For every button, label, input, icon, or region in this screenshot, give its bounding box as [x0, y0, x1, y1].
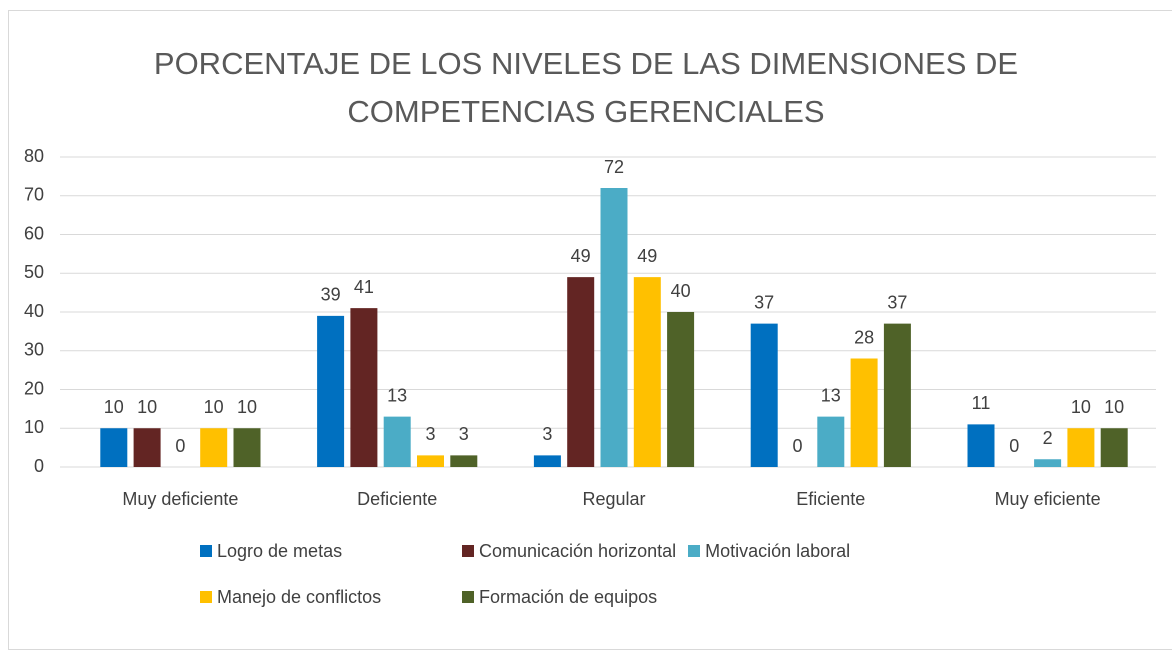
data-label: 3: [459, 424, 469, 444]
data-label: 10: [204, 397, 224, 417]
y-tick-label: 70: [24, 185, 44, 205]
bar: [567, 277, 595, 467]
data-label: 49: [637, 246, 657, 266]
data-label: 3: [425, 424, 435, 444]
y-tick-label: 10: [24, 417, 44, 437]
data-label: 37: [754, 292, 774, 312]
bar: [533, 455, 561, 467]
data-label: 11: [972, 393, 991, 413]
bar: [200, 428, 228, 467]
data-label: 72: [604, 157, 624, 177]
x-tick-label: Eficiente: [796, 489, 865, 509]
y-tick-label: 80: [24, 146, 44, 166]
bar: [450, 455, 478, 467]
data-label: 3: [542, 424, 552, 444]
y-tick-label: 30: [24, 340, 44, 360]
x-tick-label: Deficiente: [357, 489, 437, 509]
bar: [967, 424, 995, 467]
legend-item: Formación de equipos: [462, 578, 657, 616]
legend-swatch: [462, 545, 474, 557]
bar: [1100, 428, 1128, 467]
legend-swatch: [462, 591, 474, 603]
y-tick-label: 50: [24, 262, 44, 282]
legend: Logro de metas Comunicación horizontal Mot…: [200, 532, 960, 616]
data-label: 28: [854, 327, 874, 347]
data-label: 10: [104, 397, 124, 417]
x-tick-label: Regular: [582, 489, 645, 509]
chart-title: PORCENTAJE DE LOS NIVELES DE LAS DIMENSI…: [153, 46, 1019, 129]
bar: [600, 188, 628, 467]
legend-swatch: [200, 591, 212, 603]
data-label: 10: [1104, 397, 1124, 417]
bar: [633, 277, 661, 467]
data-label: 0: [792, 436, 802, 456]
legend-label: Logro de metas: [217, 540, 343, 561]
data-label: 10: [137, 397, 157, 417]
data-label: 13: [821, 385, 841, 405]
chart: PORCENTAJE DE LOS NIVELES DE LAS DIMENSI…: [8, 10, 1172, 650]
bar: [417, 455, 444, 467]
y-tick-label: 20: [24, 378, 44, 398]
x-tick-label: Muy eficiente: [995, 489, 1101, 509]
data-label: 10: [237, 397, 257, 417]
data-label: 10: [1071, 397, 1091, 417]
legend-item: Comunicación horizontal: [462, 532, 676, 570]
legend-item: Motivación laboral: [688, 532, 850, 570]
data-label: 41: [354, 277, 374, 297]
legend-label: Comunicación horizontal: [479, 540, 677, 561]
legend-label: Manejo de conflictos: [217, 586, 382, 607]
data-label: 40: [671, 281, 691, 301]
data-label: 37: [887, 292, 907, 312]
data-label: 2: [1043, 428, 1053, 448]
bar: [750, 323, 778, 467]
bar: [350, 308, 378, 467]
y-tick-label: 0: [34, 456, 44, 476]
bar: [317, 315, 345, 467]
data-label: 13: [387, 385, 407, 405]
data-label: 0: [1009, 436, 1019, 456]
legend-swatch: [688, 545, 701, 557]
bar: [133, 428, 161, 467]
legend-swatch: [200, 545, 212, 557]
legend-item: Logro de metas: [200, 532, 462, 570]
bar: [100, 428, 128, 467]
bar: [883, 323, 911, 467]
y-tick-label: 60: [24, 223, 44, 243]
bar: [667, 312, 695, 467]
data-label: 39: [321, 285, 341, 305]
bar: [850, 358, 878, 467]
legend-item: Manejo de conflictos: [200, 578, 462, 616]
bar: [383, 416, 411, 467]
bar: [1034, 459, 1062, 467]
data-label: 0: [175, 436, 185, 456]
bar: [233, 428, 261, 467]
x-tick-label: Muy deficiente: [122, 489, 238, 509]
y-tick-label: 40: [24, 301, 44, 321]
legend-label: Motivación laboral: [705, 540, 851, 561]
bar: [1067, 428, 1095, 467]
legend-label: Formación de equipos: [479, 586, 658, 607]
bar: [817, 416, 845, 467]
data-label: 49: [571, 246, 591, 266]
